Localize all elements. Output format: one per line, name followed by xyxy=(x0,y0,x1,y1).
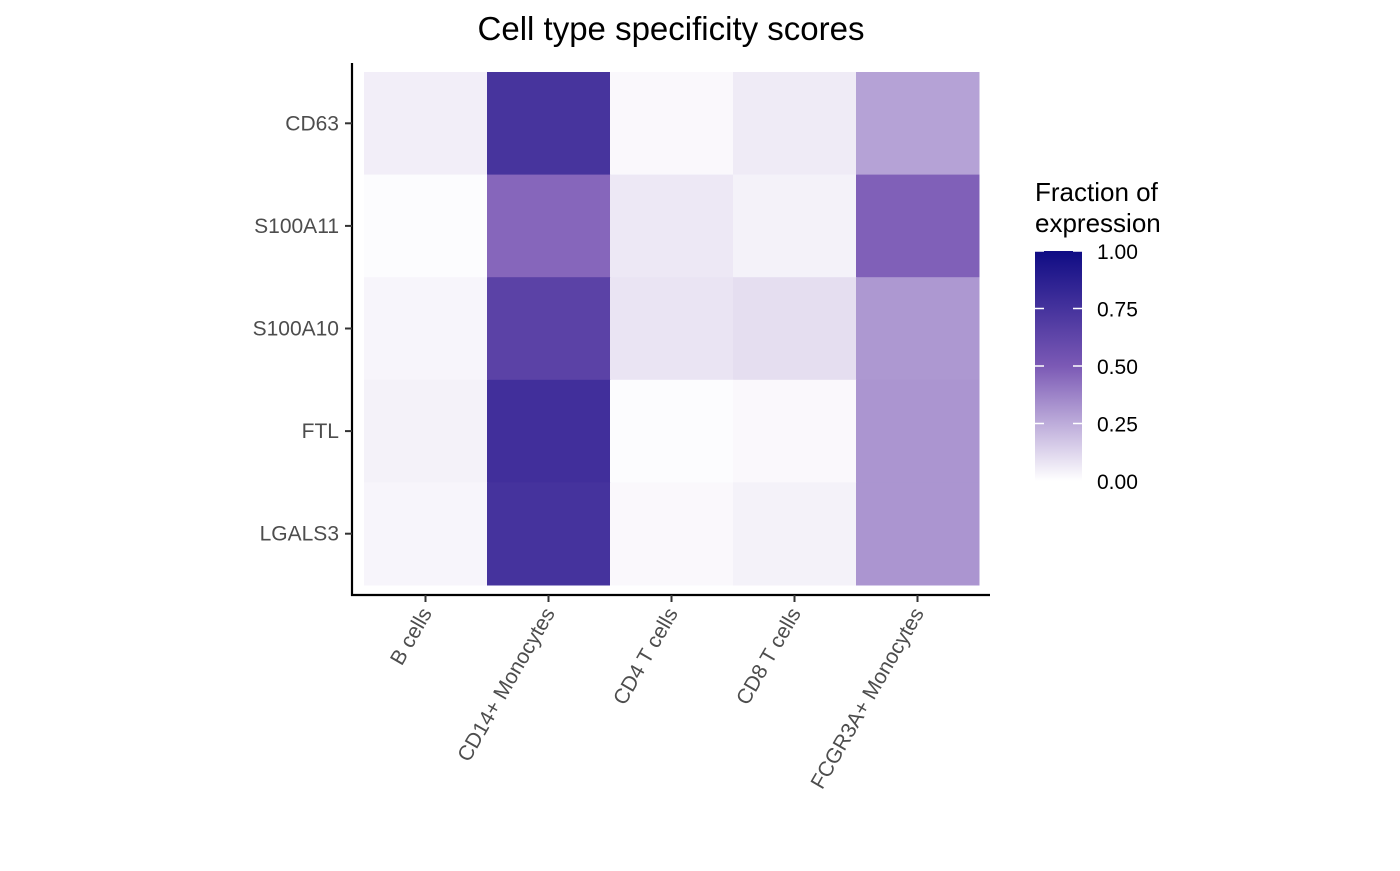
y-tick-label: S100A11 xyxy=(254,215,339,238)
heatmap-cell xyxy=(487,379,611,483)
heatmap-cell xyxy=(856,277,980,381)
heatmap-cell xyxy=(733,277,857,381)
heatmap-cell xyxy=(856,379,980,483)
heatmap-cell xyxy=(733,482,857,586)
heatmap-cell xyxy=(610,277,734,381)
x-tick-label: CD14+ Monocytes xyxy=(453,604,560,766)
heatmap-cell xyxy=(610,379,734,483)
y-tick-label: CD63 xyxy=(285,112,339,135)
color-legend: Fraction of expression 1.00 0.75 0.50 0.25 0… xyxy=(1035,177,1161,494)
y-tick-label: S100A10 xyxy=(253,318,339,341)
heatmap-cell xyxy=(364,379,488,483)
heatmap-cell xyxy=(733,72,857,176)
heatmap-cell xyxy=(856,482,980,586)
heatmap-cell xyxy=(733,379,857,483)
x-tick-label: CD8 T cells xyxy=(732,604,806,709)
legend-tick-label: 1.00 xyxy=(1097,241,1138,264)
chart-title: Cell type specificity scores xyxy=(478,10,865,47)
heatmap-cell xyxy=(610,72,734,176)
y-tick-label: FTL xyxy=(302,420,339,443)
heatmap-cell xyxy=(364,174,488,278)
heatmap-cell xyxy=(856,72,980,176)
heatmap-cell xyxy=(733,174,857,278)
heatmap-cell xyxy=(487,174,611,278)
x-tick-label: B cells xyxy=(386,604,437,669)
x-tick-label: CD4 T cells xyxy=(609,604,683,709)
legend-tick-label: 0.50 xyxy=(1097,356,1138,379)
legend-title-line-1: Fraction of xyxy=(1035,177,1159,207)
legend-title-line-2: expression xyxy=(1035,208,1161,238)
heatmap-cell xyxy=(610,174,734,278)
legend-tick-label: 0.75 xyxy=(1097,299,1138,322)
x-axis-ticks: B cells CD14+ Monocytes CD4 T cells CD8 T c… xyxy=(386,595,929,793)
heatmap-cell xyxy=(364,277,488,381)
heatmap-cell xyxy=(487,482,611,586)
legend-tick-label: 0.25 xyxy=(1097,414,1138,437)
heatmap-cell xyxy=(487,277,611,381)
heatmap-cells xyxy=(364,72,980,586)
heatmap-cell xyxy=(487,72,611,176)
legend-ticks: 1.00 0.75 0.50 0.25 0.00 xyxy=(1035,241,1138,494)
heatmap-cell xyxy=(364,482,488,586)
heatmap-cell xyxy=(610,482,734,586)
legend-tick-label: 0.00 xyxy=(1097,471,1138,494)
x-tick-label: FCGR3A+ Monocytes xyxy=(806,604,928,793)
y-axis-ticks: CD63 S100A11 S100A10 FTL LGALS3 xyxy=(253,112,352,546)
heatmap-cell xyxy=(856,174,980,278)
y-tick-label: LGALS3 xyxy=(260,523,339,546)
heatmap-cell xyxy=(364,72,488,176)
